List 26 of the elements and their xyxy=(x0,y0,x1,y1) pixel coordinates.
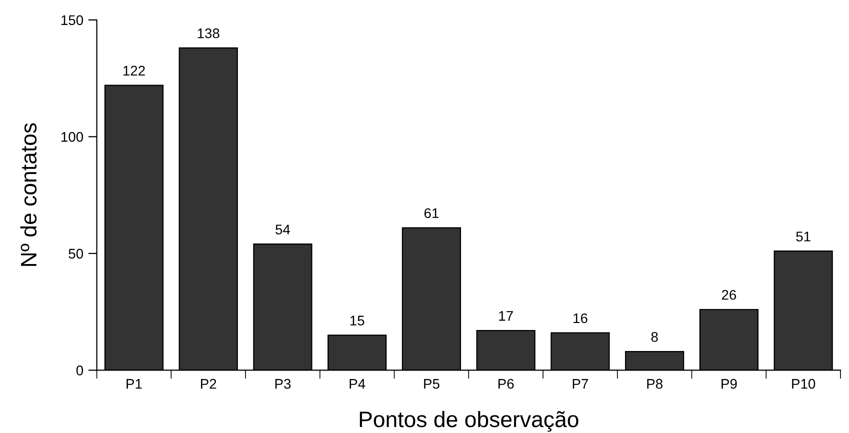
data-label: 138 xyxy=(198,28,220,38)
data-label: 17 xyxy=(499,311,513,321)
x-axis-title: Pontos de observação xyxy=(360,410,578,432)
x-tick-label: P2 xyxy=(200,378,216,389)
data-label: 54 xyxy=(276,224,290,234)
x-tick-label: P8 xyxy=(647,378,662,389)
x-tick-label: P9 xyxy=(722,378,737,389)
x-tick-label: P3 xyxy=(275,378,291,389)
data-label: 26 xyxy=(722,290,736,300)
x-tick-label: P10 xyxy=(792,378,816,389)
y-tick-label: 0 xyxy=(76,366,84,376)
y-tick-label: 150 xyxy=(61,15,84,26)
x-tick-label: P1 xyxy=(126,379,142,389)
y-axis-title: Nº de contatos xyxy=(20,123,37,266)
data-label: 61 xyxy=(424,208,439,218)
x-tick-label: P5 xyxy=(424,379,440,389)
y-tick-label: 100 xyxy=(61,132,84,142)
x-tick-label: P6 xyxy=(498,378,514,389)
data-label: 16 xyxy=(574,313,588,324)
x-tick-label: P4 xyxy=(350,379,366,389)
data-label: 15 xyxy=(350,316,364,326)
y-tick-label: 50 xyxy=(68,248,84,259)
data-label: 122 xyxy=(123,66,145,76)
data-label: 51 xyxy=(796,232,810,242)
x-tick-label: P7 xyxy=(572,379,588,389)
data-label: 8 xyxy=(651,332,658,342)
